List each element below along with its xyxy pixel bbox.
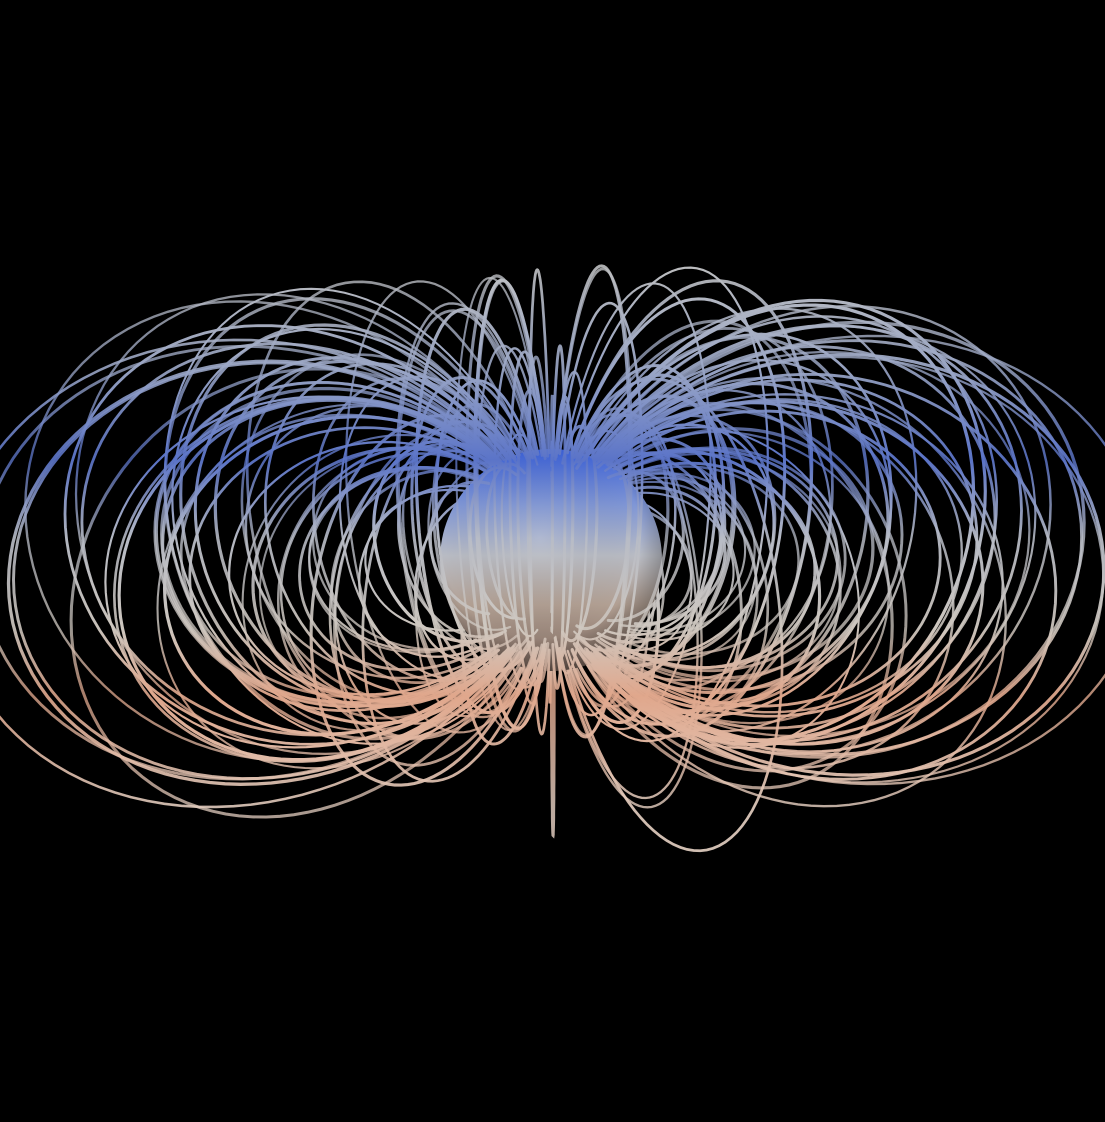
field-line [551, 344, 567, 690]
field-line [607, 398, 963, 714]
field-line [606, 470, 685, 623]
field-line [395, 302, 538, 719]
field-line [485, 462, 526, 621]
field-line [582, 307, 918, 733]
field-line [500, 433, 539, 638]
field-line [428, 480, 491, 616]
field-line [624, 465, 800, 656]
field-line [69, 367, 514, 819]
field-line [594, 401, 955, 770]
field-line [561, 424, 599, 643]
field-line [0, 338, 507, 809]
field-line [555, 370, 589, 675]
field-line [598, 339, 1084, 756]
field-line [468, 466, 518, 620]
field-line [188, 426, 494, 712]
field-line [558, 301, 644, 717]
field-line [602, 378, 979, 718]
field-line [596, 437, 727, 644]
front-field-lines [24, 264, 1086, 763]
field-line [465, 274, 546, 733]
field-line [161, 398, 496, 704]
field-line [598, 353, 1105, 777]
field-line [579, 327, 834, 714]
field-line [244, 404, 500, 680]
field-line [553, 395, 575, 660]
field-line [556, 267, 633, 737]
field-line [193, 356, 510, 709]
field-line [344, 280, 536, 734]
field-line [566, 266, 769, 743]
field-line [179, 323, 517, 726]
field-line [612, 427, 875, 680]
field-line [570, 297, 787, 726]
field-line [528, 268, 551, 736]
field-line [628, 491, 735, 642]
field-line [240, 353, 515, 703]
field-line [24, 300, 511, 763]
field-line [617, 446, 847, 673]
field-line [572, 364, 718, 684]
field-line [372, 439, 504, 644]
field-line [633, 485, 727, 626]
field-line [589, 315, 999, 741]
field-line [241, 433, 505, 732]
field-line [245, 280, 528, 741]
field-line [597, 382, 890, 695]
field-line [308, 465, 478, 652]
field-line [396, 309, 538, 715]
field-line [401, 420, 519, 651]
field-line [80, 342, 506, 737]
field-line [171, 327, 515, 725]
field-line [431, 402, 530, 659]
field-line [575, 319, 813, 716]
field-line [63, 324, 509, 746]
field-line [508, 350, 547, 687]
field-line [608, 496, 693, 652]
field-line [414, 307, 540, 715]
field-line [599, 350, 1031, 738]
field-line [582, 394, 737, 668]
field-line [6, 359, 505, 786]
field-line [550, 440, 554, 635]
field-line [626, 472, 756, 636]
field-line [427, 451, 512, 631]
field-line [628, 476, 747, 633]
